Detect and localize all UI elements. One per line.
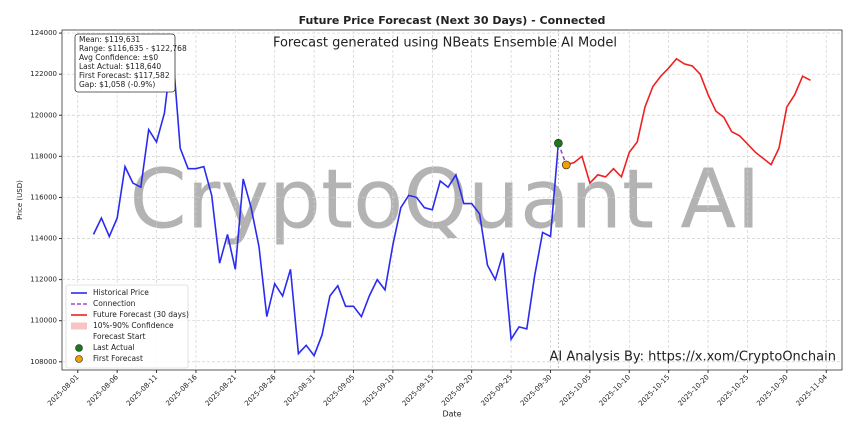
x-tick-label: 2025-09-15 bbox=[401, 373, 435, 407]
y-tick-label: 118000 bbox=[30, 152, 57, 160]
x-tick-label: 2025-10-05 bbox=[558, 373, 592, 407]
x-tick-label: 2025-08-16 bbox=[164, 373, 199, 408]
marker bbox=[561, 160, 571, 170]
x-tick-label: 2025-08-06 bbox=[86, 373, 121, 408]
y-tick-label: 114000 bbox=[30, 235, 57, 243]
chart-title: Future Price Forecast (Next 30 Days) - C… bbox=[299, 14, 606, 27]
y-tick-label: 124000 bbox=[30, 29, 57, 37]
x-tick-label: 2025-10-15 bbox=[637, 373, 671, 407]
x-tick-label: 2025-09-30 bbox=[519, 373, 553, 407]
x-tick-label: 2025-09-05 bbox=[322, 373, 356, 407]
y-tick-label: 110000 bbox=[30, 317, 57, 325]
stats-line: First Forecast: $117,582 bbox=[79, 71, 170, 80]
stats-line: Avg Confidence: ±$0 bbox=[79, 53, 158, 62]
attribution: AI Analysis By: https://x.xom/CryptoOnch… bbox=[549, 350, 836, 365]
legend-label: First Forecast bbox=[93, 354, 143, 363]
x-tick-label: 2025-09-20 bbox=[440, 373, 474, 407]
x-tick-label: 2025-10-25 bbox=[716, 373, 750, 407]
legend-label: Forecast Start bbox=[93, 332, 146, 341]
x-tick-label: 2025-10-10 bbox=[598, 373, 632, 407]
legend-label: 10%-90% Confidence bbox=[93, 321, 174, 330]
x-tick-label: 2025-08-31 bbox=[283, 373, 317, 407]
x-tick-label: 2025-10-30 bbox=[755, 373, 789, 407]
stats-line: Last Actual: $118,640 bbox=[79, 62, 161, 71]
plot-area bbox=[61, 29, 843, 371]
legend-swatch bbox=[75, 344, 83, 352]
y-tick-label: 122000 bbox=[30, 70, 57, 78]
marker bbox=[554, 138, 563, 148]
legend-label: Historical Price bbox=[93, 288, 149, 297]
legend-frame bbox=[65, 284, 189, 369]
legend-label: Connection bbox=[93, 299, 136, 308]
x-tick-label: 2025-09-10 bbox=[361, 373, 395, 407]
series-line bbox=[565, 57, 811, 185]
subtitle: Forecast generated using NBeats Ensemble… bbox=[273, 36, 617, 51]
x-tick-label: 2025-08-21 bbox=[204, 373, 238, 407]
x-axis-label: Date bbox=[442, 410, 461, 419]
x-tick-label: 2025-11-04 bbox=[795, 373, 830, 408]
x-tick-label: 2025-08-26 bbox=[243, 373, 278, 408]
legend-label: Future Forecast (30 days) bbox=[93, 310, 189, 319]
y-tick-label: 116000 bbox=[30, 193, 57, 201]
legend-swatch bbox=[75, 355, 83, 363]
y-axis-label: Price (USD) bbox=[16, 180, 24, 220]
stats-line: Mean: $119,631 bbox=[79, 35, 140, 44]
stats-box-frame bbox=[74, 33, 176, 93]
x-tick-label: 2025-10-20 bbox=[676, 373, 710, 407]
stats-line: Range: $116,635 - $122,768 bbox=[79, 44, 187, 53]
x-tick-label: 2025-09-25 bbox=[479, 373, 513, 407]
y-tick-label: 108000 bbox=[30, 358, 57, 366]
legend-label: Last Actual bbox=[93, 343, 135, 352]
watermark: CryptoQuant AI bbox=[129, 152, 760, 247]
x-tick-label: 2025-08-11 bbox=[125, 373, 159, 407]
y-tick-label: 120000 bbox=[30, 111, 57, 119]
y-tick-label: 112000 bbox=[30, 276, 57, 284]
x-tick-label: 2025-08-01 bbox=[46, 373, 80, 407]
stats-line: Gap: $1,058 (-0.9%) bbox=[79, 80, 155, 89]
legend-swatch bbox=[71, 322, 87, 330]
legend: Historical Price Connection Future Forecas… bbox=[65, 284, 189, 369]
